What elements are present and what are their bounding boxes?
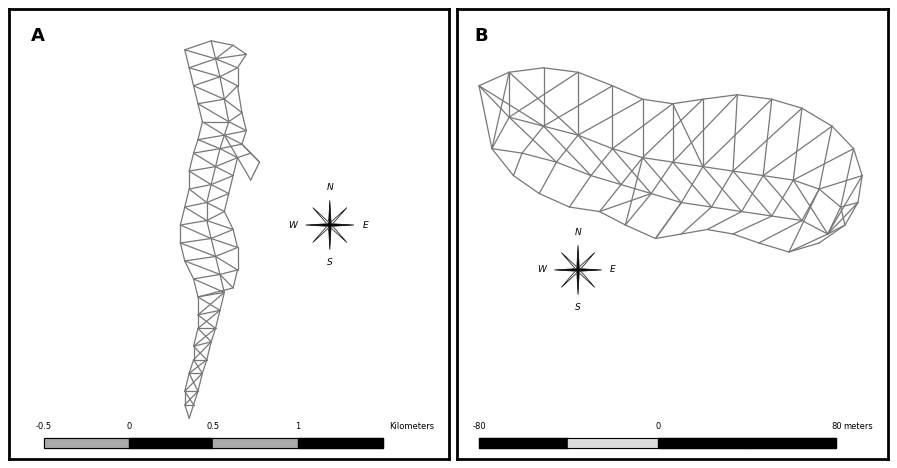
Text: meters: meters (843, 422, 873, 431)
Bar (129, 438, 213, 448)
Polygon shape (313, 207, 330, 225)
Polygon shape (330, 207, 347, 225)
Text: N: N (327, 183, 333, 192)
Circle shape (328, 224, 331, 227)
Bar (44, 438, 382, 448)
Bar (479, 438, 569, 448)
Polygon shape (330, 225, 347, 242)
Circle shape (577, 269, 579, 271)
Bar (747, 438, 836, 448)
Text: -80: -80 (472, 422, 486, 431)
Polygon shape (306, 224, 330, 226)
Text: W: W (288, 220, 297, 229)
Bar (479, 438, 836, 448)
Polygon shape (578, 270, 595, 287)
Text: W: W (537, 265, 546, 274)
Text: A: A (30, 27, 45, 45)
Text: 0: 0 (655, 422, 660, 431)
Text: 0.5: 0.5 (207, 422, 220, 431)
Text: 0: 0 (126, 422, 131, 431)
Polygon shape (562, 270, 578, 287)
Bar (569, 438, 658, 448)
Bar (213, 438, 298, 448)
Text: B: B (475, 27, 488, 45)
Text: S: S (575, 303, 581, 312)
Polygon shape (577, 270, 579, 295)
Bar (658, 438, 747, 448)
Polygon shape (578, 269, 602, 271)
Polygon shape (328, 200, 331, 225)
Text: 1: 1 (295, 422, 300, 431)
Polygon shape (313, 225, 330, 242)
Text: Kilometers: Kilometers (389, 422, 434, 431)
Polygon shape (577, 245, 579, 270)
Polygon shape (328, 225, 331, 250)
Bar (298, 438, 382, 448)
Bar (44, 438, 129, 448)
Text: -0.5: -0.5 (36, 422, 52, 431)
Text: 80: 80 (831, 422, 841, 431)
Polygon shape (578, 252, 595, 270)
Polygon shape (330, 224, 354, 226)
Text: E: E (610, 265, 615, 274)
Text: S: S (327, 258, 333, 267)
Text: N: N (575, 227, 581, 237)
Text: E: E (362, 220, 368, 229)
Polygon shape (554, 269, 578, 271)
Polygon shape (562, 252, 578, 270)
